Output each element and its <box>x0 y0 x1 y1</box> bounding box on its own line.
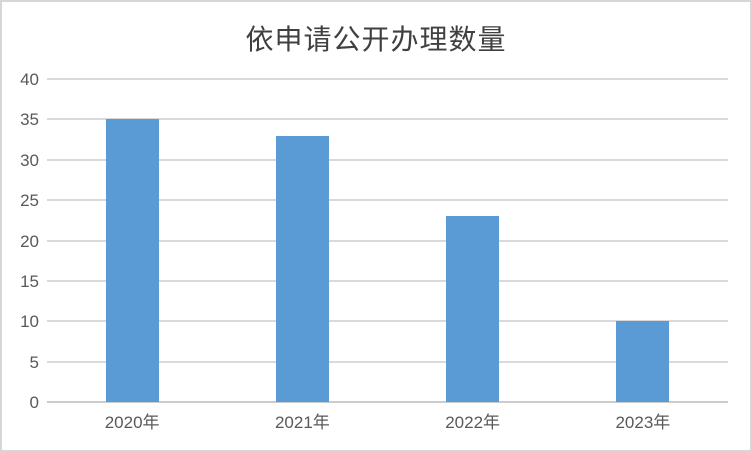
x-tick-label: 2020年 <box>104 413 160 432</box>
y-tick-label: 25 <box>20 191 39 211</box>
bar-2020年 <box>105 119 159 402</box>
x-tick-label: 2021年 <box>274 413 330 432</box>
x-tick-label: 2022年 <box>445 413 501 432</box>
bar-2023年 <box>616 321 670 402</box>
gridline <box>47 199 728 202</box>
gridline <box>47 158 728 161</box>
y-tick-label: 0 <box>29 393 39 412</box>
y-tick-label: 20 <box>20 231 39 251</box>
bar-2022年 <box>446 216 500 402</box>
y-tick-label: 10 <box>20 312 39 332</box>
gridline <box>47 320 728 323</box>
y-tick-label: 5 <box>29 352 39 372</box>
gridline <box>47 360 728 363</box>
chart-title: 依申请公开办理数量 <box>245 24 507 55</box>
x-axis-line <box>47 401 728 403</box>
x-tick-label: 2023年 <box>615 413 671 432</box>
x-axis: 2020年 2021年 2022年 2023年 <box>47 410 728 440</box>
gridline <box>47 78 728 80</box>
y-axis: 0 5 10 15 20 25 30 35 40 <box>2 71 39 411</box>
gridline <box>47 118 728 121</box>
y-tick-label: 40 <box>20 70 39 89</box>
y-tick-label: 15 <box>20 271 39 291</box>
plot-area <box>47 78 728 403</box>
gridline <box>47 239 728 242</box>
gridline <box>47 279 728 282</box>
y-tick-label: 35 <box>20 110 39 130</box>
bar-2021年 <box>275 135 329 402</box>
y-tick-label: 30 <box>20 150 39 170</box>
